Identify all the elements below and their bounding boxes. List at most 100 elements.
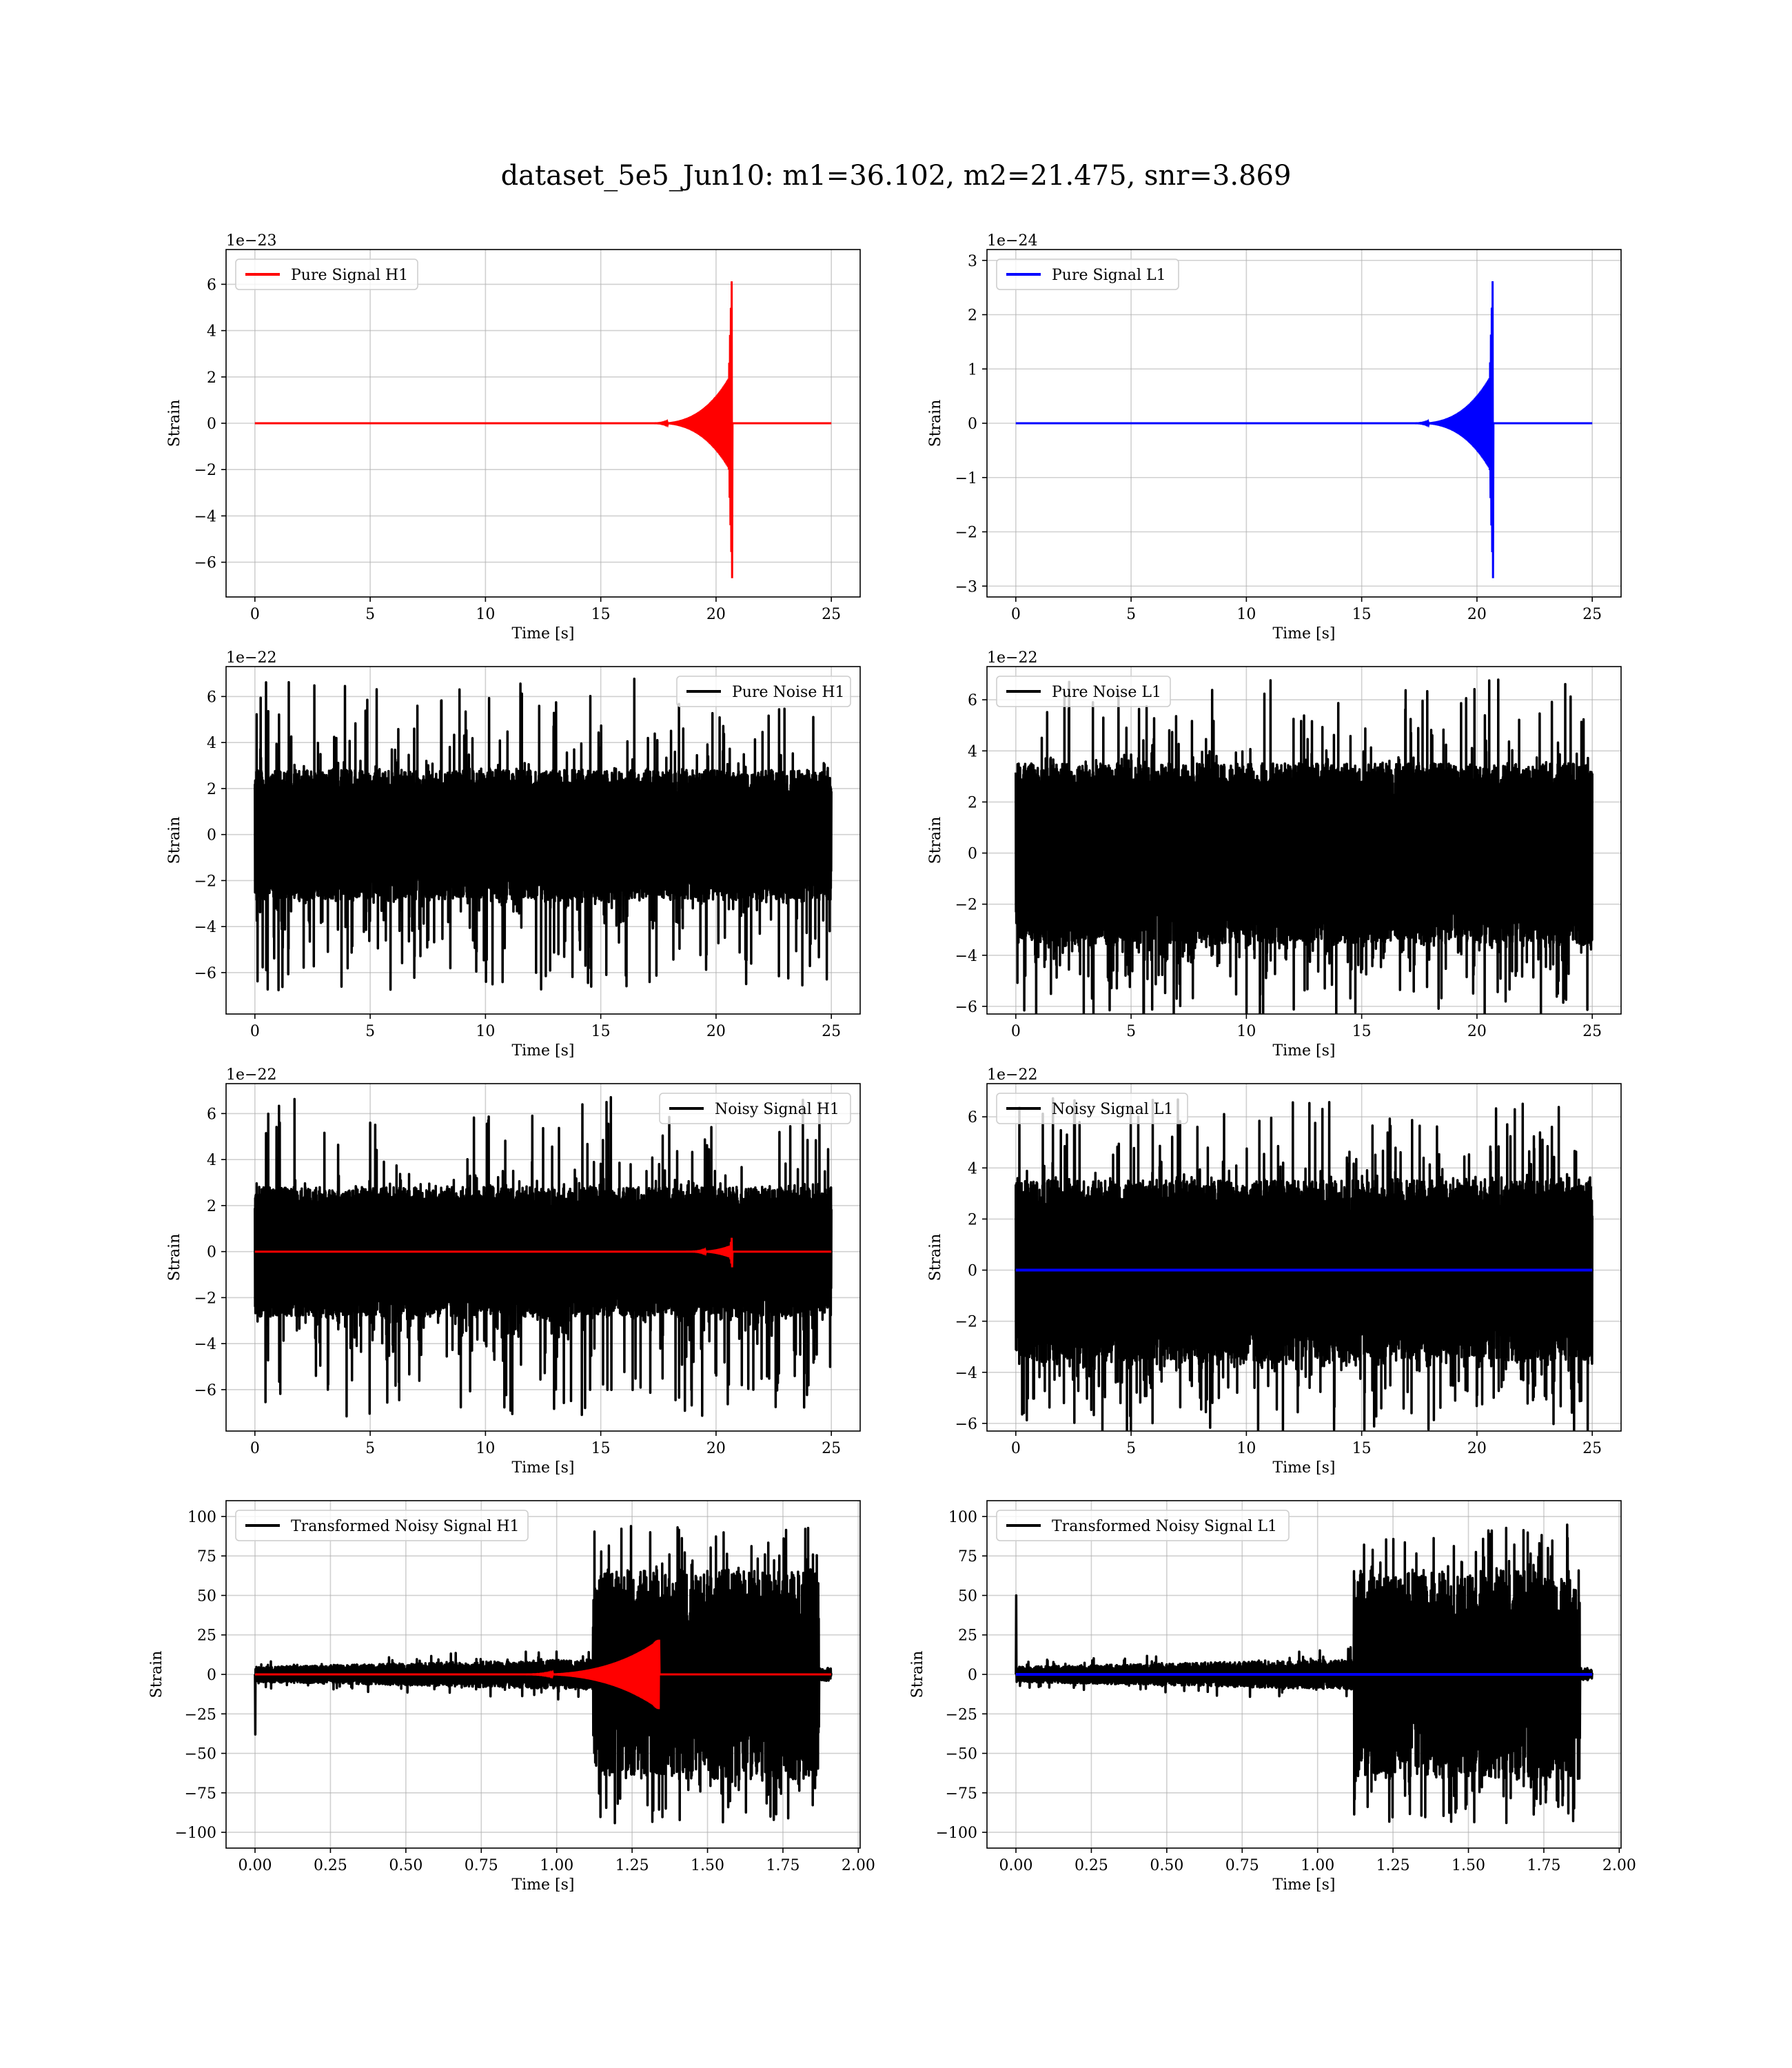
x-axis-label: Time [s] — [511, 1876, 574, 1894]
x-tick-label: 25 — [822, 606, 841, 623]
legend: Pure Signal H1 — [235, 258, 418, 290]
y-tick-label: 75 — [197, 1548, 216, 1565]
x-tick-label: 10 — [1236, 1440, 1256, 1457]
x-tick-label: 10 — [1236, 1023, 1256, 1040]
subplot-noisy-signal-l1: 0 5 10 15 20 25 Time [s] −6 −4 −2 0 2 4 6 Strain 1e−22 N… — [927, 1066, 1622, 1477]
y-tick-label: 4 — [968, 743, 977, 760]
y-tick-label: −4 — [194, 1336, 216, 1353]
y-tick-label: 4 — [207, 323, 216, 341]
legend-label: Pure Noise L1 — [1052, 684, 1161, 701]
x-tick-label: 25 — [1582, 606, 1602, 623]
x-axis: 0.00 0.25 0.50 0.75 1.00 1.25 1.50 1.75 2.00 — [999, 1848, 1636, 1874]
x-tick-label: 25 — [822, 1440, 841, 1457]
y-tick-label: −2 — [955, 897, 977, 914]
x-tick-label: 5 — [1126, 1440, 1136, 1457]
legend: Pure Signal L1 — [996, 258, 1179, 290]
subplot-pure-signal-h1: 0 5 10 15 20 25 Time [s] −6 −4 −2 0 2 4 6 Strain 1e−23 P… — [166, 232, 861, 642]
y-tick-label: −75 — [946, 1785, 977, 1803]
y-tick-label: −4 — [955, 948, 977, 965]
series-line-noisy-signal-h1 — [254, 1095, 833, 1418]
series-line-noisy-signal-l1 — [1015, 1097, 1594, 1431]
y-tick-label: −4 — [194, 508, 216, 525]
x-tick-label: 0.75 — [1225, 1857, 1259, 1874]
y-tick-label: −2 — [194, 873, 216, 890]
x-axis: 0 5 10 15 20 25 — [1011, 1014, 1602, 1040]
y-tick-label: −6 — [194, 965, 216, 982]
plot-data — [254, 281, 832, 578]
x-tick-label: 20 — [1467, 606, 1487, 623]
x-axis: 0 5 10 15 20 25 — [1011, 597, 1602, 623]
series-line-transformed-noisy-signal-h1 — [254, 1525, 833, 1825]
y-axis: −6 −4 −2 0 2 4 6 — [955, 1109, 987, 1433]
x-tick-label: 15 — [1352, 1440, 1372, 1457]
y-tick-label: 0 — [207, 416, 216, 433]
legend-label: Transformed Noisy Signal H1 — [291, 1518, 520, 1535]
legend-label: Pure Signal H1 — [291, 267, 408, 284]
subplot-pure-noise-l1: 0 5 10 15 20 25 Time [s] −6 −4 −2 0 2 4 6 Strain 1e−22 P… — [927, 649, 1622, 1060]
plot-data — [254, 678, 833, 992]
x-axis: 0 5 10 15 20 25 — [250, 597, 841, 623]
x-tick-label: 10 — [476, 606, 495, 623]
x-tick-label: 25 — [1582, 1440, 1602, 1457]
y-tick-label: −25 — [185, 1706, 216, 1723]
y-tick-label: 1 — [968, 361, 977, 378]
x-tick-label: 10 — [1236, 606, 1256, 623]
series-line-pure-noise-l1 — [1015, 678, 1594, 1014]
legend-label: Noisy Signal H1 — [715, 1101, 839, 1118]
subplot-noisy-signal-h1: 0 5 10 15 20 25 Time [s] −6 −4 −2 0 2 4 6 Strain 1e−22 N… — [166, 1066, 861, 1477]
series-line-pure-noise-h1 — [254, 678, 833, 992]
y-tick-label: −25 — [946, 1706, 977, 1723]
series-line-pure-signal-h1 — [254, 281, 832, 578]
y-tick-label: 6 — [968, 1109, 977, 1126]
x-tick-label: 25 — [822, 1023, 841, 1040]
x-tick-label: 0.75 — [465, 1857, 498, 1874]
x-tick-label: 1.25 — [1376, 1857, 1410, 1874]
y-tick-label: 0 — [968, 1667, 977, 1684]
y-offset-label: 1e−23 — [226, 232, 276, 250]
x-tick-label: 0.50 — [1150, 1857, 1183, 1874]
y-axis-label: Strain — [927, 817, 944, 864]
x-tick-label: 1.50 — [691, 1857, 724, 1874]
y-tick-label: 0 — [207, 1244, 216, 1261]
x-axis: 0.00 0.25 0.50 0.75 1.00 1.25 1.50 1.75 2.00 — [238, 1848, 875, 1874]
y-offset-label: 1e−24 — [987, 232, 1037, 250]
y-tick-label: 2 — [968, 307, 977, 325]
y-tick-label: 2 — [968, 1211, 977, 1228]
y-tick-label: −4 — [955, 1365, 977, 1382]
y-tick-label: −1 — [955, 470, 977, 487]
y-tick-label: −6 — [955, 1416, 977, 1433]
y-tick-label: −50 — [946, 1746, 977, 1763]
x-tick-label: 1.00 — [1301, 1857, 1334, 1874]
x-axis-label: Time [s] — [1272, 625, 1335, 642]
y-tick-label: 4 — [207, 735, 216, 752]
x-tick-label: 15 — [591, 1440, 611, 1457]
y-tick-label: 0 — [968, 846, 977, 863]
y-tick-label: 0 — [207, 827, 216, 844]
y-tick-label: 2 — [207, 369, 216, 387]
x-tick-label: 0 — [1011, 1440, 1021, 1457]
y-tick-label: 4 — [968, 1160, 977, 1177]
legend: Pure Noise H1 — [676, 676, 851, 707]
plot-data — [1015, 1097, 1594, 1431]
x-axis: 0 5 10 15 20 25 — [250, 1431, 841, 1457]
y-tick-label: −2 — [955, 525, 977, 542]
x-tick-label: 2.00 — [842, 1857, 875, 1874]
y-tick-label: −50 — [185, 1746, 216, 1763]
legend-frame — [676, 676, 851, 707]
series-line-transformed-noisy-signal-l1 — [1015, 1523, 1594, 1825]
x-axis-label: Time [s] — [1272, 1459, 1335, 1477]
legend-label: Pure Noise H1 — [732, 684, 845, 701]
plot-data — [1015, 678, 1594, 1014]
y-offset-label: 1e−22 — [226, 1066, 276, 1084]
axes-frame — [986, 1083, 1622, 1432]
x-tick-label: 1.75 — [1527, 1857, 1560, 1874]
axes-frame — [225, 1083, 861, 1432]
y-tick-label: 100 — [948, 1509, 977, 1526]
y-axis-label: Strain — [909, 1651, 926, 1699]
legend: Transformed Noisy Signal H1 — [235, 1510, 529, 1541]
x-tick-label: 20 — [1467, 1023, 1487, 1040]
y-axis-label: Strain — [927, 1234, 944, 1281]
legend-label: Transformed Noisy Signal L1 — [1052, 1518, 1277, 1535]
y-offset-label: 1e−22 — [226, 649, 276, 667]
x-tick-label: 10 — [476, 1023, 495, 1040]
